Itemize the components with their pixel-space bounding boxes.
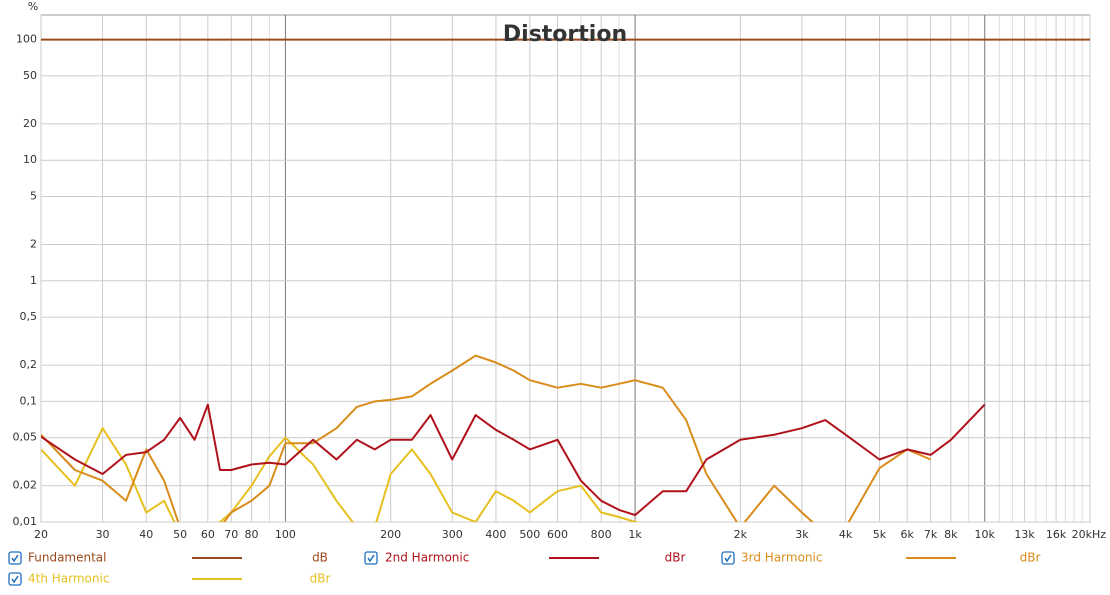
x-tick-label: 16k [1046, 528, 1067, 541]
legend-item: 3rd Harmonic dBr [721, 551, 1041, 565]
legend-checkmark [367, 554, 375, 563]
y-tick-label: 0,1 [20, 394, 38, 407]
legend-checkmark [11, 554, 19, 563]
y-tick-label: 2 [30, 238, 37, 251]
legend-unit: dBr [1020, 551, 1041, 565]
x-tick-label: 8k [944, 528, 958, 541]
y-axis-label: % [28, 0, 38, 13]
y-tick-label: 100 [16, 33, 37, 46]
x-tick-label: 500 [519, 528, 540, 541]
legend-unit: dBr [310, 572, 331, 586]
y-tick-label: 1 [30, 274, 37, 287]
legend-item: 2nd Harmonic dBr [364, 551, 686, 565]
x-tick-label: 6k [900, 528, 914, 541]
y-tick-label: 0,2 [20, 358, 38, 371]
y-tick-label: 0,02 [13, 479, 38, 492]
x-tick-label: 5k [873, 528, 887, 541]
legend-label: 2nd Harmonic [385, 551, 469, 565]
y-tick-label: 50 [23, 69, 37, 82]
x-tick-label: 400 [485, 528, 506, 541]
x-tick-label: 2k [734, 528, 748, 541]
x-tick-label: 60 [201, 528, 215, 541]
x-tick-label: 800 [591, 528, 612, 541]
legend-checkbox[interactable] [8, 572, 22, 586]
legend-checkmark [11, 575, 19, 584]
x-tick-label: 50 [173, 528, 187, 541]
legend-item: Fundamental dB [8, 551, 328, 565]
y-tick-label: 0,5 [20, 310, 38, 323]
y-tick-label: 5 [30, 190, 37, 203]
legend-unit: dB [312, 551, 328, 565]
x-tick-label: 7k [924, 528, 938, 541]
legend-item: 4th Harmonic dBr [8, 572, 331, 586]
series-line [41, 354, 931, 522]
x-tick-label: 1k [628, 528, 642, 541]
x-tick-label: 13k [1014, 528, 1035, 541]
legend-checkbox[interactable] [364, 551, 378, 565]
chart-title: Distortion [503, 22, 627, 47]
x-tick-label: 200 [380, 528, 401, 541]
legend-checkmark [724, 554, 732, 563]
legend-unit: dBr [665, 551, 686, 565]
x-tick-label: 20kHz [1072, 528, 1107, 541]
legend-label: 3rd Harmonic [741, 551, 822, 565]
x-tick-label: 4k [839, 528, 853, 541]
x-tick-label: 30 [96, 528, 110, 541]
y-tick-label: 10 [23, 153, 37, 166]
legend-checkbox[interactable] [8, 551, 22, 565]
plot-area [40, 14, 1091, 523]
y-tick-label: 20 [23, 117, 37, 130]
x-tick-label: 3k [795, 528, 809, 541]
legend-label: Fundamental [28, 551, 107, 565]
x-tick-label: 100 [275, 528, 296, 541]
x-tick-label: 70 [224, 528, 238, 541]
y-tick-label: 0,05 [13, 431, 38, 444]
x-tick-label: 80 [245, 528, 259, 541]
x-tick-label: 40 [139, 528, 153, 541]
legend-label: 4th Harmonic [28, 572, 109, 586]
x-tick-label: 20 [34, 528, 48, 541]
series-line [41, 403, 986, 517]
x-tick-label: 300 [442, 528, 463, 541]
x-tick-label: 600 [547, 528, 568, 541]
series-line [41, 427, 641, 522]
y-tick-label: 0,01 [13, 515, 38, 528]
legend-checkbox[interactable] [721, 551, 735, 565]
x-tick-label: 10k [975, 528, 996, 541]
